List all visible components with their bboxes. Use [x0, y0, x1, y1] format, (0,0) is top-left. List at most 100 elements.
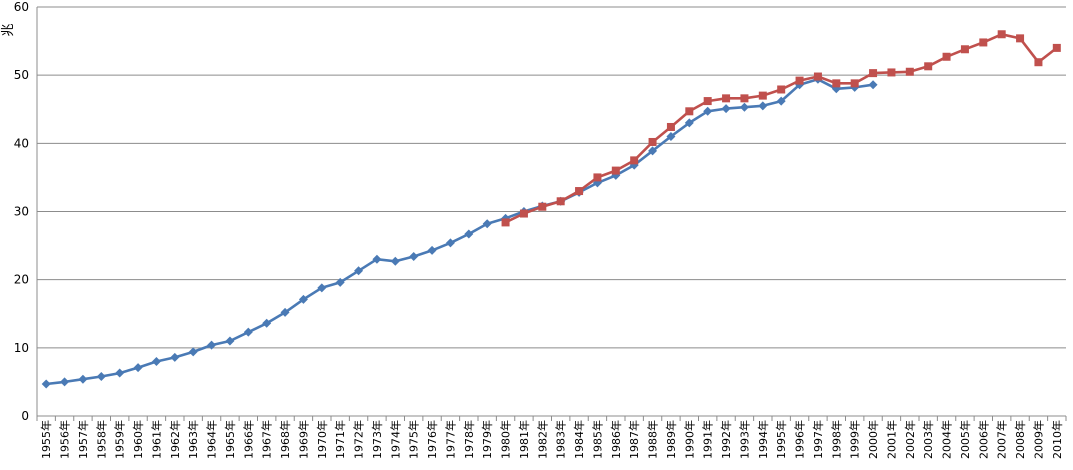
data-point	[648, 137, 657, 146]
x-tick-label: 1969年	[296, 420, 310, 459]
data-point	[1052, 43, 1061, 52]
x-tick-label: 1957年	[76, 420, 90, 459]
x-tick-label: 1956年	[58, 420, 72, 459]
data-point	[666, 122, 675, 131]
data-point	[298, 294, 308, 304]
data-point	[409, 251, 419, 261]
data-point	[482, 219, 492, 229]
data-point	[722, 94, 731, 103]
x-tick-label: 1976年	[425, 420, 439, 459]
x-tick-label: 1965年	[223, 420, 237, 459]
x-tick-label: 2002年	[903, 420, 917, 459]
x-tick-label: 1991年	[701, 420, 715, 459]
x-tick-label: 1998年	[829, 420, 843, 459]
x-tick-label: 1980年	[499, 420, 513, 459]
data-point	[280, 307, 290, 317]
x-tick-label: 1979年	[480, 420, 494, 459]
data-point	[703, 97, 712, 106]
data-point	[777, 85, 786, 94]
x-tick-label: 1989年	[664, 420, 678, 459]
data-point	[758, 91, 767, 100]
y-tick-label: 40	[14, 136, 29, 150]
x-tick-label: 1985年	[590, 420, 604, 459]
data-point	[372, 254, 382, 264]
data-point	[813, 72, 822, 81]
x-tick-label: 1972年	[352, 420, 366, 459]
data-point	[868, 80, 878, 90]
data-point	[648, 146, 658, 156]
data-point	[740, 94, 749, 103]
data-point	[60, 377, 70, 387]
data-point	[795, 76, 804, 85]
data-point	[685, 107, 694, 116]
data-point	[721, 104, 731, 114]
data-point	[611, 166, 620, 175]
y-tick-label: 60	[14, 0, 29, 14]
data-point	[354, 266, 364, 276]
x-tick-label: 1981年	[517, 420, 531, 459]
x-tick-label: 1974年	[388, 420, 402, 459]
data-point	[832, 79, 841, 88]
x-tick-label: 1971年	[333, 420, 347, 459]
x-tick-label: 1996年	[793, 420, 807, 459]
data-point	[666, 132, 676, 142]
data-point	[924, 62, 933, 71]
series-line	[505, 32, 1058, 224]
x-tick-label: 1970年	[315, 420, 329, 459]
data-point	[575, 187, 584, 196]
data-point	[96, 371, 106, 381]
x-tick-label: 1983年	[554, 420, 568, 459]
data-point	[464, 229, 474, 239]
data-point	[207, 340, 217, 350]
data-point	[335, 277, 345, 287]
data-point	[887, 68, 896, 77]
y-tick-label: 20	[14, 273, 29, 287]
x-tick-label: 1958年	[94, 420, 108, 459]
x-tick-label: 1966年	[241, 420, 255, 459]
x-tick-label: 2008年	[1013, 420, 1027, 459]
data-point	[942, 52, 951, 61]
data-point	[243, 327, 253, 337]
data-point	[151, 356, 161, 366]
x-tick-label: 1975年	[407, 420, 421, 459]
data-point	[997, 30, 1006, 39]
x-tick-label: 1990年	[682, 420, 696, 459]
x-tick-label: 1963年	[186, 420, 200, 459]
x-tick-label: 1987年	[627, 420, 641, 459]
x-tick-label: 1961年	[149, 420, 163, 459]
x-tick-label: 1962年	[168, 420, 182, 459]
x-tick-label: 2009年	[1031, 420, 1045, 459]
x-tick-label: 1988年	[646, 420, 660, 459]
data-point	[519, 209, 528, 218]
data-point	[869, 69, 878, 78]
x-tick-label: 1997年	[811, 420, 825, 459]
x-tick-label: 1993年	[737, 420, 751, 459]
x-tick-label: 1994年	[756, 420, 770, 459]
grid-lines	[37, 6, 1066, 349]
data-point	[78, 374, 88, 384]
x-tick-label: 1995年	[774, 420, 788, 459]
y-tick-label: 30	[14, 205, 29, 219]
data-point	[703, 106, 713, 116]
data-point	[1034, 58, 1043, 67]
data-point	[776, 96, 786, 106]
x-tick-label: 1967年	[260, 420, 274, 459]
data-point	[960, 45, 969, 54]
y-tick-label: 0	[21, 409, 29, 423]
data-point	[133, 363, 143, 373]
x-tick-label: 2001年	[884, 420, 898, 459]
data-point	[905, 67, 914, 76]
x-tick-label: 1999年	[848, 420, 862, 459]
x-tick-label: 1959年	[113, 420, 127, 459]
data-point	[501, 218, 510, 227]
data-point	[758, 101, 768, 111]
y-tick-label: 10	[14, 341, 29, 355]
x-tick-label: 1992年	[719, 420, 733, 459]
y-tick-labels: 0 10 20 30 40 50 60	[14, 0, 29, 423]
data-point	[115, 368, 125, 378]
data-point	[1016, 34, 1025, 43]
x-tick-label: 1964年	[205, 420, 219, 459]
series-1	[41, 74, 878, 389]
x-tick-label: 1960年	[131, 420, 145, 459]
